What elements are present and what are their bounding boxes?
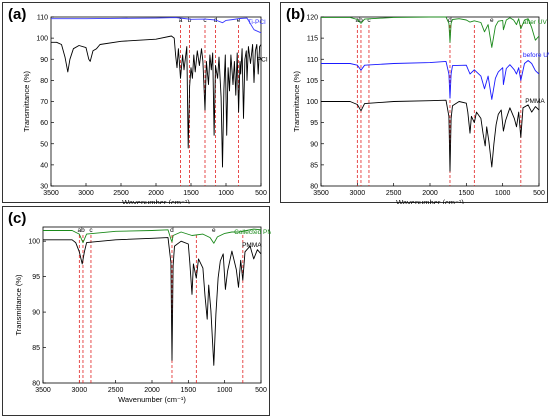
x-tick-label: 1500 [183, 190, 199, 197]
x-tick-label: 500 [533, 190, 545, 197]
series-line [321, 16, 540, 48]
plot-frame [50, 16, 262, 187]
panel-label-a: (a) [8, 6, 27, 23]
plot-frame [42, 226, 262, 384]
y-tick-label: 85 [310, 162, 318, 169]
band-marker-label: b [188, 17, 192, 24]
series-line [51, 17, 262, 34]
x-tick-label: 2500 [108, 387, 124, 394]
plot-frame [320, 16, 540, 187]
band-marker-label: c [203, 17, 207, 24]
x-tick-label: 1000 [217, 387, 233, 394]
band-marker-label: d [448, 17, 452, 24]
series-line [43, 237, 262, 366]
y-tick-label: 110 [307, 57, 318, 64]
y-tick-label: 100 [28, 239, 40, 246]
y-tick-label: 100 [36, 36, 48, 43]
x-tick-label: 3500 [35, 387, 51, 394]
x-tick-label: 500 [255, 190, 267, 197]
band-marker-label: e [237, 17, 241, 24]
x-tick-label: 3000 [78, 190, 94, 197]
series-label: PCI [257, 56, 268, 63]
series-label: Ti-PCI [248, 19, 266, 26]
series-line [321, 60, 540, 100]
y-tick-label: 120 [306, 15, 318, 22]
y-tick-label: 105 [306, 78, 318, 85]
series-label: PMMA [525, 98, 545, 105]
y-tick-label: 80 [32, 381, 40, 388]
y-tick-label: 60 [40, 120, 48, 127]
y-axis-label: Transmittance (%) [14, 274, 23, 335]
y-tick-label: 95 [310, 120, 318, 127]
x-tick-label: 2500 [113, 190, 129, 197]
x-tick-label: 3500 [43, 190, 59, 197]
x-tick-label: 1500 [181, 387, 197, 394]
x-tick-label: 2000 [144, 387, 160, 394]
series-label: PMMA [242, 242, 262, 249]
x-tick-label: 2000 [148, 190, 164, 197]
y-tick-label: 30 [40, 184, 48, 191]
y-tick-label: 100 [306, 99, 318, 106]
panel-a: 3500 3000 2500 2000 1500 1000 500 30 40 50 60 70 80 9… [2, 2, 270, 205]
x-tick-label: 2000 [422, 190, 438, 197]
x-tick-label: 1000 [495, 190, 511, 197]
x-tick-label: 1000 [218, 190, 234, 197]
chart-c-svg: 3500 3000 2500 2000 1500 1000 500 80 85 90 95 100 Wa… [14, 226, 271, 404]
band-marker-label: b [359, 17, 363, 24]
x-tick-label: 1500 [459, 190, 475, 197]
y-tick-label: 90 [40, 57, 48, 64]
x-axis-label: Wavenumber (cm⁻¹) [122, 198, 190, 204]
x-tick-label: 2500 [386, 190, 402, 197]
y-axis-label: Transmittance (%) [22, 71, 31, 132]
panel-c: 3500 3000 2500 2000 1500 1000 500 80 85 90 95 100 Wa… [2, 206, 271, 416]
panel-label-c: (c) [8, 210, 27, 227]
band-marker-label: c [89, 227, 93, 234]
band-marker-label: a [356, 17, 360, 24]
y-tick-label: 85 [32, 345, 40, 352]
y-tick-label: 50 [40, 141, 48, 148]
y-tick-label: 40 [40, 162, 48, 169]
chart-b-svg: 3500 3000 2500 2000 1500 1000 500 80 85 90 95 100 10… [292, 15, 549, 205]
band-marker-label: c [367, 17, 371, 24]
panel-label-b: (b) [286, 6, 306, 23]
series-line [321, 99, 540, 172]
series-label: before UV [523, 52, 549, 59]
band-marker-label: a [78, 227, 82, 234]
band-marker-label: b [81, 227, 85, 234]
y-tick-label: 110 [37, 15, 48, 22]
y-tick-label: 95 [32, 274, 40, 281]
x-tick-label: 3000 [72, 387, 88, 394]
band-marker-label: a [179, 17, 183, 24]
y-tick-label: 90 [310, 141, 318, 148]
y-tick-label: 80 [310, 184, 318, 191]
y-tick-label: 70 [40, 99, 48, 106]
y-tick-label: 90 [32, 310, 40, 317]
x-axis-label: Wavenumber (cm⁻¹) [118, 395, 186, 404]
y-tick-label: 115 [307, 36, 318, 43]
band-marker-label: e [490, 17, 494, 24]
series-label: Collected PMMA [234, 229, 271, 236]
x-tick-label: 3000 [350, 190, 366, 197]
y-tick-label: 80 [40, 78, 48, 85]
x-tick-label: 3500 [313, 190, 329, 197]
series-label: after UV [523, 19, 548, 26]
series-line [43, 228, 262, 244]
x-axis-label: Wavenumber (cm⁻¹) [396, 198, 464, 204]
panel-b: 3500 3000 2500 2000 1500 1000 500 80 85 90 95 100 10… [280, 2, 549, 205]
band-marker-label: e [212, 227, 216, 234]
band-marker-label: d [170, 227, 174, 234]
x-tick-label: 500 [255, 387, 267, 394]
series-line [51, 35, 262, 168]
y-axis-label: Transmittance (%) [292, 71, 301, 132]
chart-a-svg: 3500 3000 2500 2000 1500 1000 500 30 40 50 60 70 80 9… [22, 15, 268, 205]
